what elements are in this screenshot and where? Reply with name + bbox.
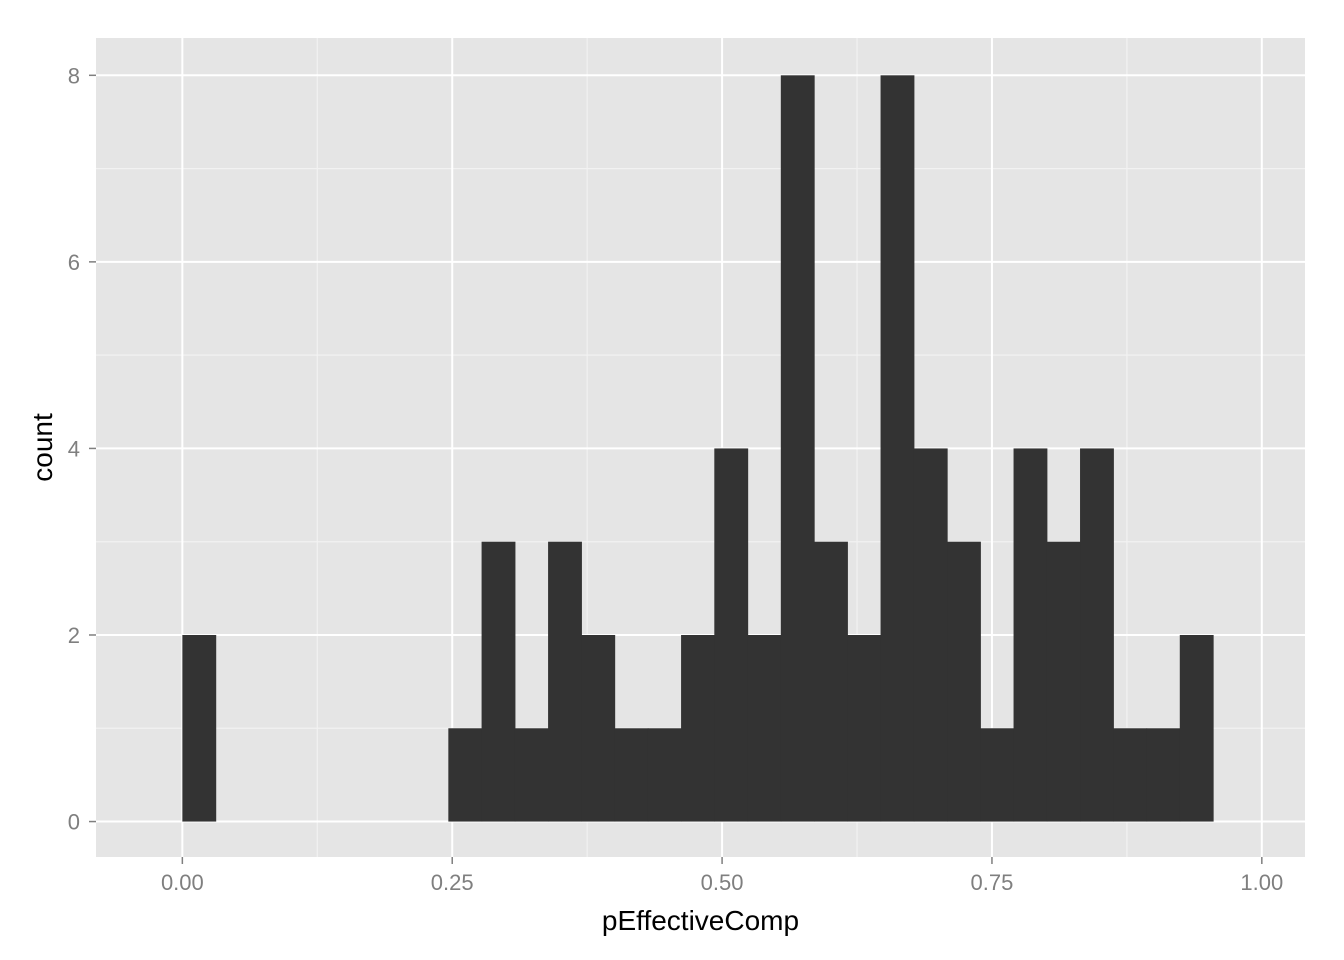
histogram-bar [913, 448, 948, 822]
histogram-bar [847, 634, 882, 822]
y-tick-label: 4 [68, 436, 80, 461]
histogram-bar [481, 541, 516, 822]
histogram-bar [1080, 448, 1114, 822]
histogram-bar [1179, 634, 1214, 822]
y-tick-label: 2 [68, 623, 80, 648]
y-tick-label: 8 [68, 63, 80, 88]
histogram-bar [980, 728, 1015, 822]
x-tick-label: 0.75 [971, 870, 1014, 895]
histogram-bar [947, 541, 981, 822]
histogram-bar [880, 75, 915, 822]
histogram-bar [182, 634, 217, 822]
histogram-bar [448, 728, 483, 822]
x-axis-title: pEffectiveComp [602, 905, 799, 936]
histogram-bar [514, 728, 549, 822]
x-tick-label: 0.50 [701, 870, 744, 895]
histogram-bar [780, 75, 815, 822]
y-axis-title: count [27, 413, 58, 482]
y-tick-label: 6 [68, 250, 80, 275]
histogram-bar [581, 634, 616, 822]
histogram-bar [548, 541, 582, 822]
x-tick-label: 0.00 [161, 870, 204, 895]
y-axis: 0 2 4 6 8 [68, 63, 96, 835]
histogram-bar [1013, 448, 1048, 822]
x-tick-label: 1.00 [1240, 870, 1283, 895]
histogram-bar [681, 634, 715, 822]
y-tick-label: 0 [68, 810, 80, 835]
histogram-bar [614, 728, 649, 822]
histogram-bar [1046, 541, 1081, 822]
histogram-bar [1113, 728, 1148, 822]
histogram-bar [714, 448, 749, 822]
histogram-bar [814, 541, 848, 822]
histogram-bars [182, 75, 1214, 822]
histogram-bar [647, 728, 682, 822]
x-tick-label: 0.25 [431, 870, 474, 895]
x-axis: 0.00 0.25 0.50 0.75 1.00 [161, 857, 1283, 895]
histogram-bar [747, 634, 782, 822]
histogram-bar [1146, 728, 1181, 822]
